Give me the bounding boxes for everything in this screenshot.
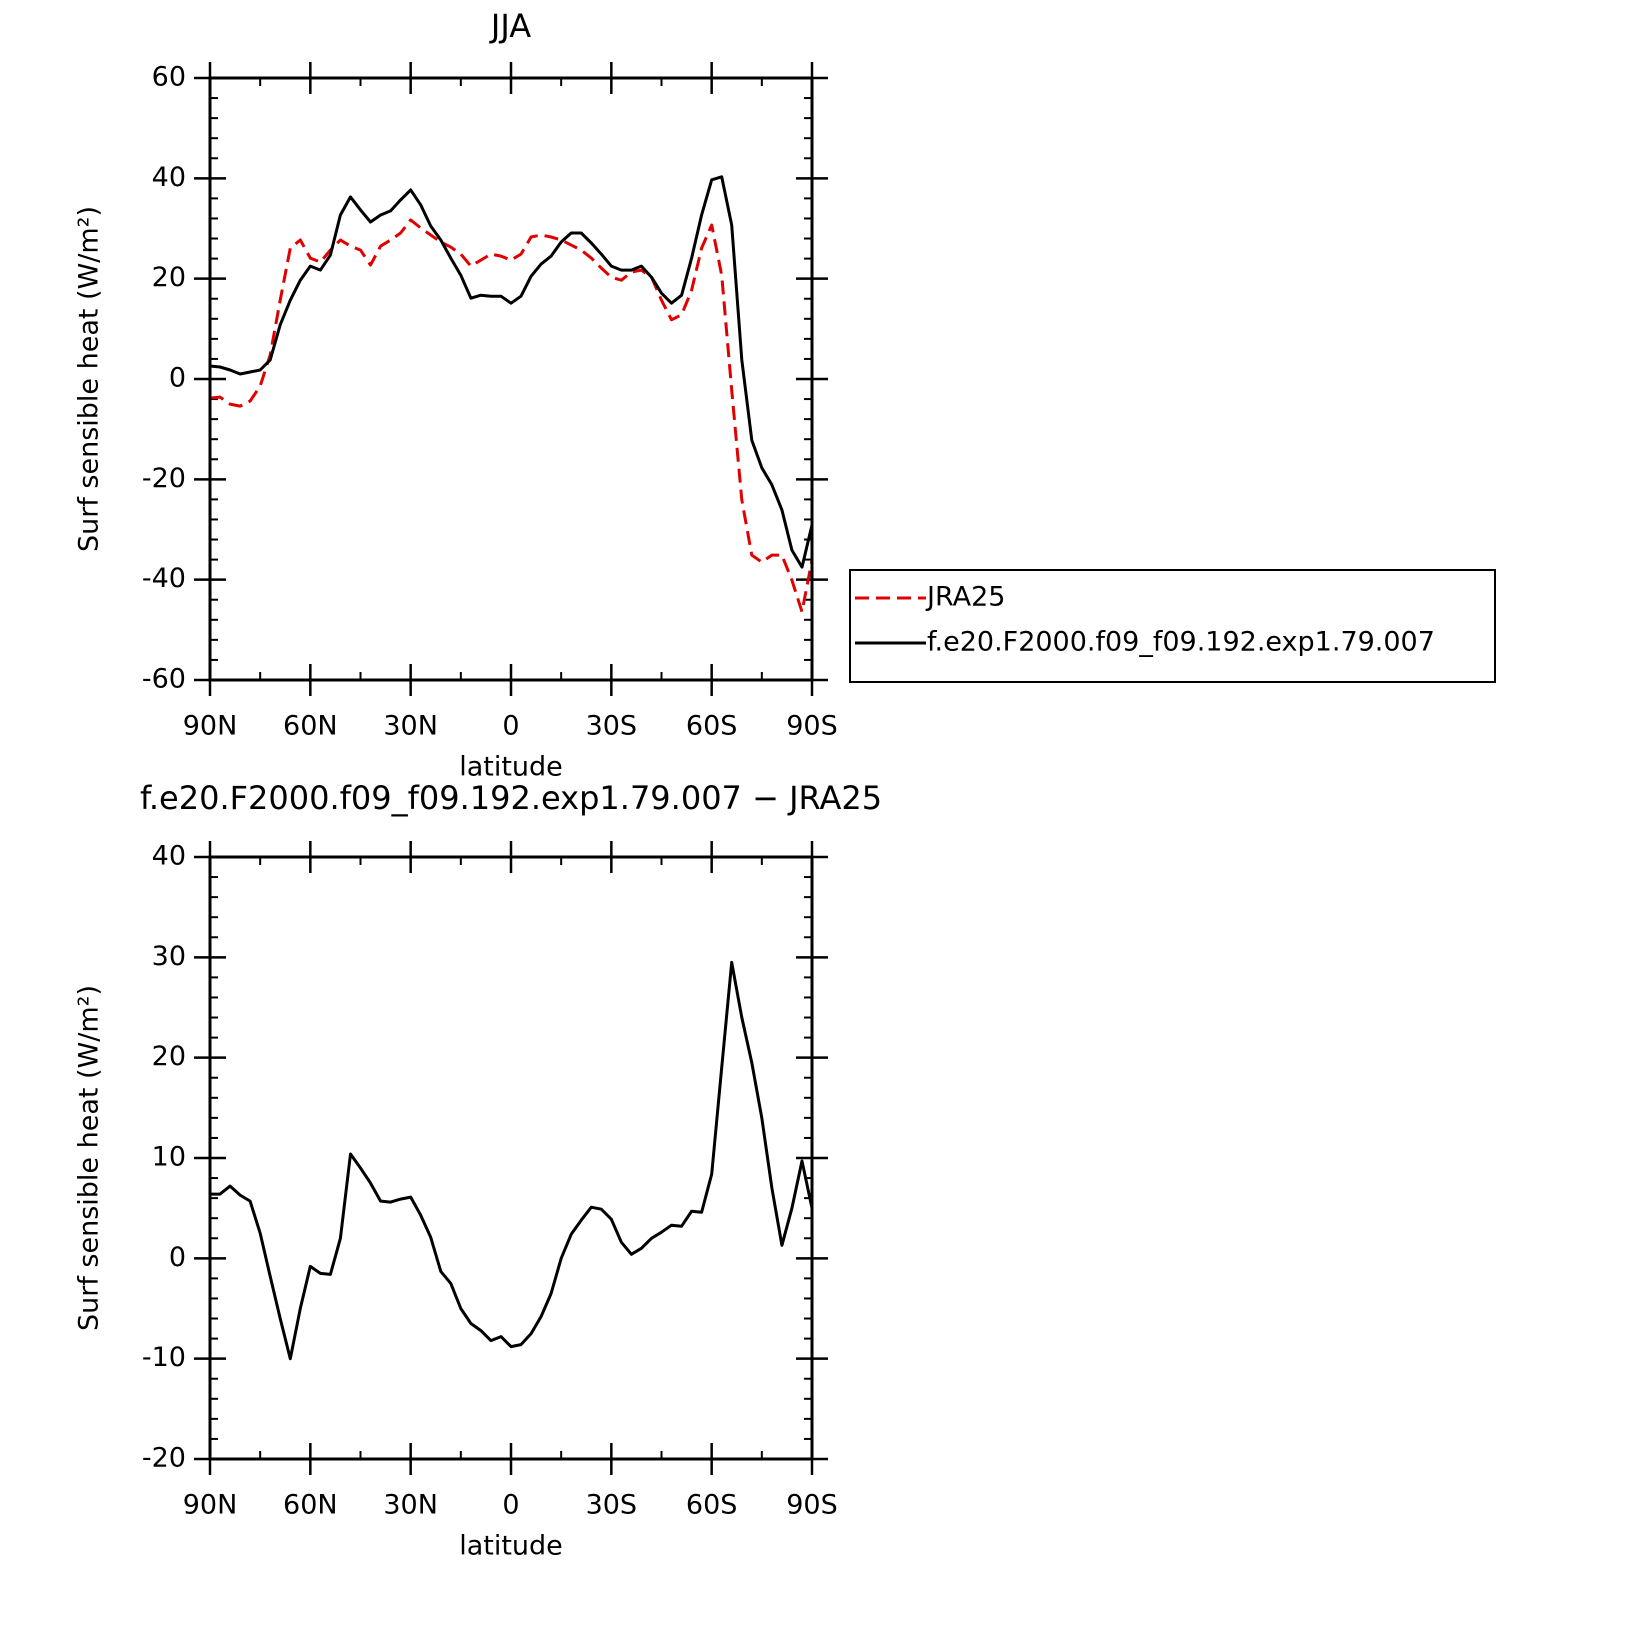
x-axis-label: latitude — [459, 752, 563, 783]
plot-frame — [208, 76, 814, 682]
legend-box — [849, 569, 1496, 683]
legend-label: f.e20.F2000.f09_f09.192.exp1.79.007 — [927, 627, 1435, 658]
x-tick-label: 0 — [502, 711, 519, 742]
y-tick-label: 20 — [152, 1041, 186, 1072]
y-tick-label: 20 — [152, 262, 186, 293]
x-tick-label: 60N — [283, 1490, 338, 1521]
data-line — [209, 218, 814, 614]
y-axis-label: Surf sensible heat (W/m²) — [74, 985, 105, 1331]
y-tick-label: -60 — [142, 664, 186, 695]
y-tick-label: 40 — [152, 841, 186, 872]
y-tick-label: 0 — [169, 1242, 186, 1273]
x-tick-label: 60S — [686, 1490, 738, 1521]
y-tick-label: -10 — [142, 1342, 186, 1373]
plot-frame — [208, 855, 814, 1461]
y-tick-label: -20 — [142, 463, 186, 494]
x-tick-label: 60S — [686, 711, 738, 742]
x-tick-label: 30N — [383, 1490, 438, 1521]
x-tick-label: 30S — [586, 711, 638, 742]
x-tick-label: 30N — [383, 711, 438, 742]
chart-title: f.e20.F2000.f09_f09.192.exp1.79.007 − JR… — [140, 779, 882, 817]
x-tick-label: 90N — [183, 711, 238, 742]
y-tick-label: -20 — [142, 1443, 186, 1474]
x-tick-label: 0 — [502, 1490, 519, 1521]
y-tick-label: 0 — [169, 363, 186, 394]
data-line — [209, 175, 814, 569]
y-tick-label: 40 — [152, 162, 186, 193]
y-axis-label: Surf sensible heat (W/m²) — [74, 206, 105, 552]
data-line — [210, 960, 814, 1361]
y-tick-label: 10 — [152, 1142, 186, 1173]
x-tick-label: 90N — [183, 1490, 238, 1521]
x-tick-label: 30S — [586, 1490, 638, 1521]
y-tick-label: 30 — [152, 941, 186, 972]
chart-title: JJA — [489, 7, 531, 45]
y-tick-label: 60 — [152, 62, 186, 93]
legend-label: JRA25 — [925, 582, 1005, 613]
x-tick-label: 90S — [786, 711, 838, 742]
y-tick-label: -40 — [142, 563, 186, 594]
x-axis-label: latitude — [459, 1531, 563, 1562]
x-tick-label: 90S — [786, 1490, 838, 1521]
x-tick-label: 60N — [283, 711, 338, 742]
